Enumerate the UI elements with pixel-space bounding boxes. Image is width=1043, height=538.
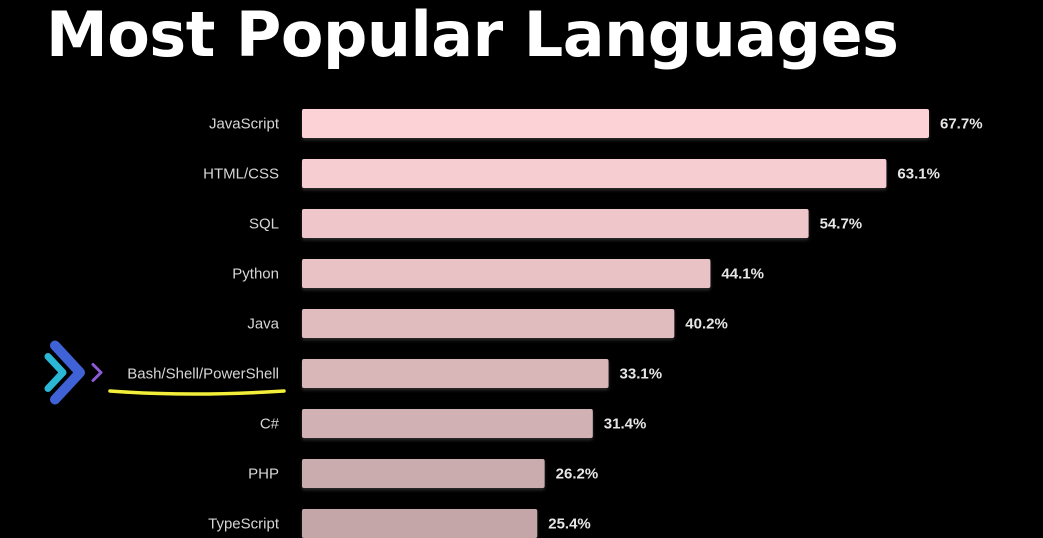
bar-javascript: [302, 109, 929, 138]
value-label-sql: 54.7%: [820, 216, 863, 233]
category-label-java: Java: [247, 316, 279, 333]
value-label-c: 31.4%: [604, 416, 647, 433]
yellow-underline: [108, 389, 286, 396]
value-label-python: 44.1%: [721, 266, 764, 283]
category-label-sql: SQL: [249, 216, 279, 233]
bar-php: [302, 459, 545, 488]
bar-sql: [302, 209, 809, 238]
category-label-python: Python: [232, 266, 279, 283]
value-label-javascript: 67.7%: [940, 116, 983, 133]
value-label-java: 40.2%: [685, 316, 728, 333]
value-label-typescript: 25.4%: [548, 516, 591, 533]
bar-bash-shell-powershell: [302, 359, 609, 388]
bar-java: [302, 309, 675, 338]
double-chevron-right-icon: [44, 340, 103, 405]
category-label-html-css: HTML/CSS: [203, 166, 279, 183]
bar-typescript: [302, 509, 538, 538]
category-label-typescript: TypeScript: [208, 516, 280, 533]
category-label-php: PHP: [248, 466, 279, 483]
value-label-html-css: 63.1%: [897, 166, 940, 183]
chart-title: Most Popular Languages: [46, 0, 899, 71]
highlight-annotation: [44, 340, 286, 405]
bar-html-css: [302, 159, 887, 188]
bar-c: [302, 409, 593, 438]
value-label-bash-shell-powershell: 33.1%: [620, 366, 663, 383]
value-label-php: 26.2%: [556, 466, 599, 483]
category-label-c: C#: [260, 416, 280, 433]
bar-python: [302, 259, 711, 288]
category-label-javascript: JavaScript: [209, 116, 280, 133]
category-label-bash-shell-powershell: Bash/Shell/PowerShell: [127, 366, 279, 383]
